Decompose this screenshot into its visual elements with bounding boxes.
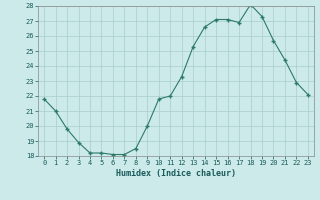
X-axis label: Humidex (Indice chaleur): Humidex (Indice chaleur) [116, 169, 236, 178]
